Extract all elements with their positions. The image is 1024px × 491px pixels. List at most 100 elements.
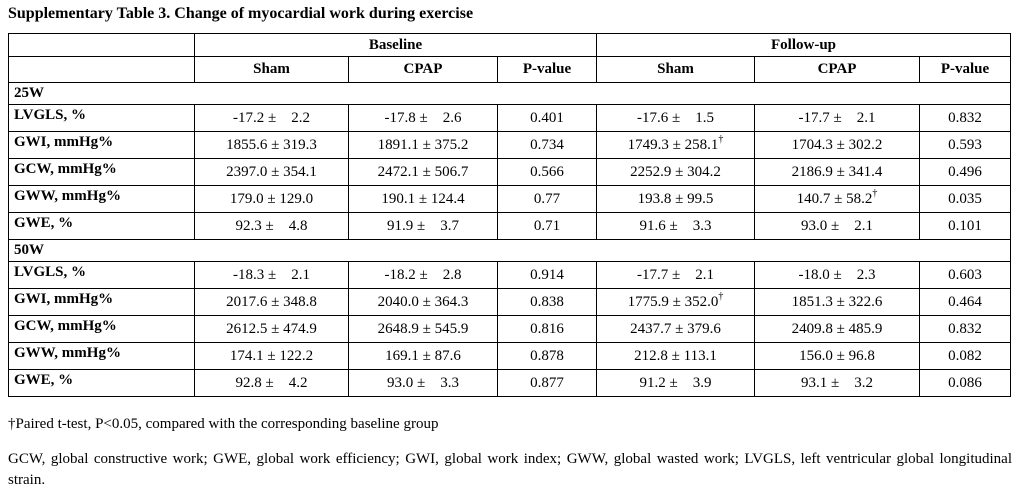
col-header-baseline-cpap: CPAP (348, 56, 498, 83)
dagger-marker: † (872, 187, 878, 199)
value-cell: 169.1 ± 87.6 (348, 342, 498, 370)
col-header-baseline-pvalue: P-value (496, 56, 598, 83)
value-cell: 1704.3 ± 302.2 (754, 131, 921, 159)
section-label: 50W (7, 239, 1012, 262)
col-header-followup-pvalue: P-value (919, 56, 1012, 83)
col-header-followup-sham: Sham (596, 56, 756, 83)
value-cell: 0.035 (919, 185, 1012, 213)
value-text: 0.401 (530, 109, 564, 126)
value-cell: 0.816 (496, 315, 598, 343)
value-text: 2040.0 ± 364.3 (377, 293, 469, 310)
value-text: 0.593 (948, 136, 982, 153)
value-cell: 0.566 (496, 158, 598, 186)
value-cell: 190.1 ± 124.4 (348, 185, 498, 213)
value-cell: -17.7 ± 2.1 (596, 261, 756, 289)
value-text: 0.838 (530, 293, 564, 310)
value-text: 0.832 (948, 109, 982, 126)
value-text: 1775.9 ± 352.0 (627, 293, 719, 310)
value-text: 212.8 ± 113.1 (634, 347, 717, 364)
value-cell: 0.832 (919, 315, 1012, 343)
value-text: 0.77 (533, 190, 561, 207)
value-text: 193.8 ± 99.5 (637, 190, 714, 207)
value-cell: 0.082 (919, 342, 1012, 370)
table-row: LVGLS, % -17.2 ± 2.2 -17.8 ± 2.6 0.401 -17.6… (8, 104, 1012, 132)
value-cell: 0.877 (496, 369, 598, 397)
footnote-dagger: †Paired t-test, P<0.05, compared with th… (8, 416, 439, 432)
value-text: 2472.1 ± 506.7 (377, 163, 469, 180)
value-cell: 0.086 (919, 369, 1012, 397)
value-cell: 93.0 ± 2.1 (754, 212, 921, 240)
value-text: -17.8 ± 2.6 (384, 109, 462, 126)
value-text: 0.082 (948, 347, 982, 364)
row-label: GWW, mmHg% (8, 185, 195, 213)
value-cell: 2648.9 ± 545.9 (348, 315, 498, 343)
value-cell: 179.0 ± 129.0 (194, 185, 349, 213)
value-text: -17.2 ± 2.2 (233, 109, 310, 126)
value-cell: 1891.1 ± 375.2 (348, 131, 498, 159)
value-text: 91.2 ± 3.9 (639, 374, 712, 391)
value-cell: 0.464 (919, 288, 1012, 316)
row-label: GWE, % (8, 212, 195, 240)
value-cell: 1749.3 ± 258.1† (596, 131, 756, 159)
value-text: 0.464 (948, 293, 982, 310)
value-cell: 193.8 ± 99.5 (596, 185, 756, 213)
value-text: 1891.1 ± 375.2 (377, 136, 469, 153)
section-row: 25W (7, 82, 1012, 105)
value-cell: 1775.9 ± 352.0† (596, 288, 756, 316)
value-cell: 0.878 (496, 342, 598, 370)
value-text: 0.086 (948, 374, 982, 391)
value-text: 0.832 (948, 320, 982, 337)
value-text: 2612.5 ± 474.9 (226, 320, 317, 337)
value-text: 2397.0 ± 354.1 (226, 163, 317, 180)
value-text: 2186.9 ± 341.4 (791, 163, 883, 180)
value-cell: 1851.3 ± 322.6 (754, 288, 921, 316)
value-cell: 92.3 ± 4.8 (194, 212, 349, 240)
value-cell: 2017.6 ± 348.8 (194, 288, 349, 316)
group-header-followup: Follow-up (596, 33, 1012, 57)
value-text: 179.0 ± 129.0 (229, 190, 314, 207)
value-text: 0.816 (530, 320, 564, 337)
value-cell: 0.603 (919, 261, 1012, 289)
col-header-baseline-sham: Sham (194, 56, 349, 83)
value-cell: 0.496 (919, 158, 1012, 186)
empty-header-cell (8, 33, 195, 57)
value-text: 0.71 (533, 217, 561, 234)
value-cell: -18.2 ± 2.8 (348, 261, 498, 289)
value-cell: 2397.0 ± 354.1 (194, 158, 349, 186)
value-text: 91.6 ± 3.3 (639, 217, 712, 234)
footnote-abbreviations: GCW, global constructive work; GWE, glob… (8, 451, 1012, 488)
value-text: 2437.7 ± 379.6 (630, 320, 721, 337)
group-header-row: Baseline Follow-up (8, 33, 1012, 57)
value-text: -18.0 ± 2.3 (798, 266, 876, 283)
value-text: 0.035 (948, 190, 982, 207)
value-text: 169.1 ± 87.6 (385, 347, 461, 364)
value-text: 0.734 (530, 136, 564, 153)
value-cell: 2472.1 ± 506.7 (348, 158, 498, 186)
value-cell: 1855.6 ± 319.3 (194, 131, 349, 159)
table-body: 25W LVGLS, % -17.2 ± 2.2 -17.8 ± 2.6 0.401 -1… (7, 82, 1012, 397)
row-label: GCW, mmHg% (8, 315, 195, 343)
value-cell: -17.7 ± 2.1 (754, 104, 921, 132)
value-text: 93.0 ± 2.1 (801, 217, 873, 234)
value-text: 92.3 ± 4.8 (235, 217, 308, 234)
value-cell: 91.9 ± 3.7 (348, 212, 498, 240)
value-cell: 2252.9 ± 304.2 (596, 158, 756, 186)
value-text: -17.7 ± 2.1 (798, 109, 876, 126)
section-row: 50W (7, 239, 1012, 262)
value-cell: -17.8 ± 2.6 (348, 104, 498, 132)
value-cell: 0.734 (496, 131, 598, 159)
value-cell: 174.1 ± 122.2 (194, 342, 349, 370)
table-row: GWI, mmHg% 2017.6 ± 348.8 2040.0 ± 364.3 0.… (8, 288, 1012, 316)
value-text: 1855.6 ± 319.3 (226, 136, 317, 153)
value-cell: 93.0 ± 3.3 (348, 369, 498, 397)
value-cell: 93.1 ± 3.2 (754, 369, 921, 397)
value-text: 93.0 ± 3.3 (387, 374, 459, 391)
value-cell: 0.914 (496, 261, 598, 289)
value-text: -18.2 ± 2.8 (384, 266, 462, 283)
value-cell: 92.8 ± 4.2 (194, 369, 349, 397)
value-text: 2252.9 ± 304.2 (630, 163, 721, 180)
column-header-row: Sham CPAP P-value Sham CPAP P-value (8, 56, 1012, 83)
value-cell: 0.593 (919, 131, 1012, 159)
row-label: LVGLS, % (8, 261, 195, 289)
